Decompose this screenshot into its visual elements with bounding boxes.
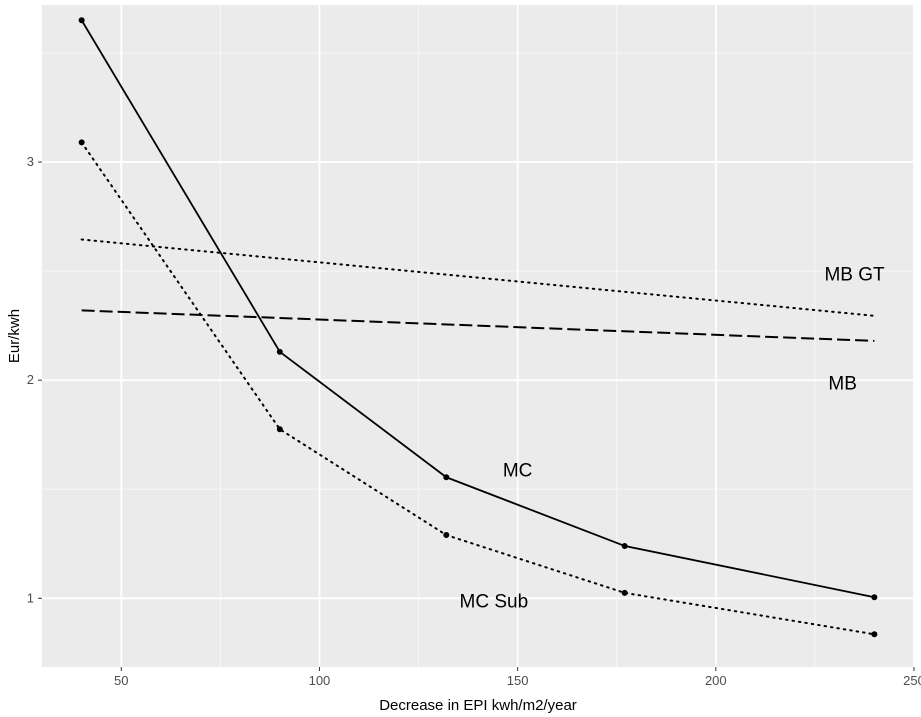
data-point-mc-sub [276,426,283,433]
plot-panel [42,5,914,667]
x-axis-title: Decrease in EPI kwh/m2/year [379,697,577,714]
minor-grid [42,5,914,667]
x-tick-label: 200 [705,673,727,688]
x-tick-label: 150 [507,673,529,688]
series-label-mb: MB [828,373,857,394]
y-tick-label: 1 [27,590,34,605]
data-point-mc [78,17,85,24]
data-point-mc-sub [621,589,628,596]
data-point-mc [621,542,628,549]
y-tick-label: 2 [27,372,34,387]
series-label-mc-sub: MC Sub [460,591,529,612]
series-label-mc: MC [503,461,533,482]
data-point-mc [871,594,878,601]
y-tick-label: 3 [27,154,34,169]
data-point-mc-sub [443,532,450,539]
axes: 50 100 150 200 250 1 2 3 [27,154,921,688]
series-label-mb-gt: MB GT [824,264,885,285]
data-point-mc-sub [871,631,878,638]
series-line-mb-gt [80,238,876,317]
series-line-mb [81,309,875,342]
series-layer [78,17,878,638]
data-point-mc [443,474,450,481]
major-grid [42,5,915,667]
data-point-mc-sub [78,139,85,146]
y-axis-title: Eur/kwh [6,309,23,363]
series-labels: MB GT MB MC MC Sub [460,264,885,612]
x-tick-label: 100 [309,673,331,688]
x-tick-label: 50 [114,673,128,688]
x-tick-label: 250 [903,673,921,688]
data-point-mc [276,348,283,355]
